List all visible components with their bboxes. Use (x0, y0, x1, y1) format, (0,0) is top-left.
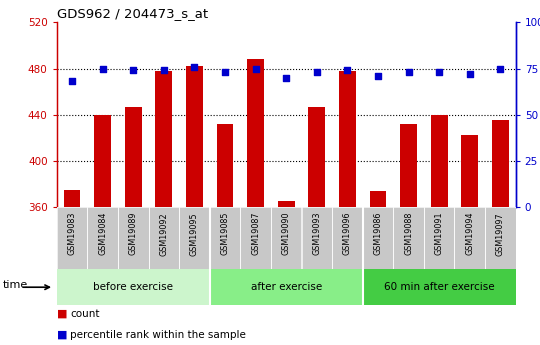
Bar (247, 59, 264, 207)
Bar (308, 107, 325, 207)
Text: percentile rank within the sample: percentile rank within the sample (70, 330, 246, 339)
Bar (179, 207, 210, 269)
Bar (424, 207, 455, 269)
Point (313, 69, 321, 75)
Text: ■: ■ (57, 309, 67, 319)
Point (465, 71, 474, 77)
Bar (271, 207, 301, 269)
Text: GSM19091: GSM19091 (435, 212, 444, 255)
Point (404, 69, 413, 75)
Bar (278, 201, 295, 207)
Text: after exercise: after exercise (251, 282, 322, 292)
Bar (217, 124, 233, 207)
Point (343, 68, 352, 73)
Point (190, 64, 199, 69)
Text: count: count (70, 309, 100, 319)
Bar (431, 115, 448, 207)
Bar (148, 207, 179, 269)
Text: GSM19094: GSM19094 (465, 212, 474, 255)
Text: GSM19093: GSM19093 (312, 212, 321, 255)
Text: 60 min after exercise: 60 min after exercise (384, 282, 495, 292)
Bar (400, 124, 417, 207)
Bar (240, 207, 271, 269)
Point (129, 68, 138, 73)
Point (221, 69, 230, 75)
Text: GSM19087: GSM19087 (251, 212, 260, 255)
Text: GSM19088: GSM19088 (404, 212, 413, 255)
Point (374, 73, 382, 79)
Point (435, 69, 443, 75)
Bar (186, 66, 203, 207)
Text: GSM19095: GSM19095 (190, 212, 199, 256)
Bar (118, 207, 148, 269)
Point (98, 66, 107, 71)
Text: GDS962 / 204473_s_at: GDS962 / 204473_s_at (57, 7, 208, 20)
Bar (125, 107, 141, 207)
Bar (461, 136, 478, 207)
Bar (492, 120, 509, 207)
Bar (332, 207, 363, 269)
Bar (57, 207, 87, 269)
Point (68, 79, 76, 84)
Bar (210, 269, 363, 305)
Bar (156, 71, 172, 207)
Text: time: time (3, 280, 28, 290)
Bar (363, 207, 393, 269)
Text: GSM19084: GSM19084 (98, 212, 107, 255)
Bar (64, 190, 80, 207)
Bar (455, 207, 485, 269)
Bar (210, 207, 240, 269)
Bar (57, 269, 210, 305)
Bar (87, 207, 118, 269)
Text: GSM19083: GSM19083 (68, 212, 77, 255)
Bar (393, 207, 424, 269)
Text: GSM19085: GSM19085 (220, 212, 230, 255)
Point (496, 66, 505, 71)
Text: ■: ■ (57, 330, 67, 339)
Text: GSM19097: GSM19097 (496, 212, 505, 256)
Text: GSM19086: GSM19086 (374, 212, 382, 255)
Bar (485, 207, 516, 269)
Bar (369, 191, 387, 207)
Point (159, 68, 168, 73)
Text: GSM19090: GSM19090 (282, 212, 291, 255)
Point (251, 66, 260, 71)
Text: before exercise: before exercise (93, 282, 173, 292)
Bar (363, 269, 516, 305)
Bar (339, 71, 356, 207)
Text: GSM19092: GSM19092 (159, 212, 168, 256)
Bar (94, 115, 111, 207)
Bar (301, 207, 332, 269)
Text: GSM19096: GSM19096 (343, 212, 352, 255)
Text: GSM19089: GSM19089 (129, 212, 138, 255)
Point (282, 75, 291, 80)
